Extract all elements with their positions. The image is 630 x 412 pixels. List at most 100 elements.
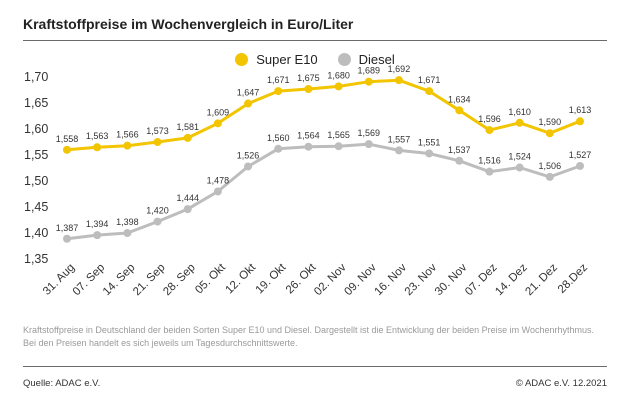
data-label-1: 1,527 xyxy=(569,150,592,160)
data-point-0 xyxy=(274,87,283,96)
data-point-1 xyxy=(153,217,162,226)
data-label-1: 1,560 xyxy=(267,133,290,143)
data-label-1: 1,564 xyxy=(297,131,320,141)
data-point-1 xyxy=(304,142,313,151)
data-point-0 xyxy=(576,117,584,126)
data-point-1 xyxy=(123,229,132,238)
data-label-0: 1,590 xyxy=(539,117,562,127)
data-label-1: 1,506 xyxy=(539,161,562,171)
x-tick-label: 07. Dez xyxy=(463,261,500,298)
data-point-0 xyxy=(93,143,102,152)
y-tick-label: 1,60 xyxy=(24,122,48,136)
data-point-0 xyxy=(394,76,403,85)
data-label-0: 1,566 xyxy=(116,130,139,140)
data-label-1: 1,526 xyxy=(237,150,260,160)
x-tick-label: 28.Dez xyxy=(556,261,590,295)
data-point-0 xyxy=(425,87,434,96)
data-point-1 xyxy=(63,234,71,243)
data-point-1 xyxy=(425,149,434,158)
data-label-1: 1,387 xyxy=(56,223,79,233)
data-point-0 xyxy=(364,77,373,86)
data-point-0 xyxy=(244,99,253,108)
chart-footnote: Kraftstoffpreise in Deutschland der beid… xyxy=(23,325,594,348)
legend-swatch-diesel xyxy=(337,53,351,66)
data-label-0: 1,558 xyxy=(56,134,79,144)
data-point-1 xyxy=(455,156,464,165)
data-point-1 xyxy=(485,167,494,176)
data-label-1: 1,478 xyxy=(207,175,230,185)
data-label-0: 1,634 xyxy=(448,94,471,104)
legend-label-super-e10: Super E10 xyxy=(256,52,318,67)
data-point-1 xyxy=(515,163,524,172)
data-point-1 xyxy=(183,205,192,214)
data-label-0: 1,573 xyxy=(146,126,169,136)
source-text: Quelle: ADAC e.V. xyxy=(23,378,101,389)
data-point-1 xyxy=(545,172,554,181)
data-label-0: 1,671 xyxy=(418,75,441,85)
x-tick-label: 02. Nov xyxy=(312,261,349,298)
data-point-1 xyxy=(93,231,102,240)
x-tick-label: 19. Okt xyxy=(254,261,289,296)
legend: Super E10 Diesel xyxy=(0,52,630,67)
data-label-0: 1,581 xyxy=(176,122,199,132)
data-label-0: 1,647 xyxy=(237,88,260,98)
copyright-text: © ADAC e.V. 12.2021 xyxy=(515,378,607,389)
data-label-0: 1,675 xyxy=(297,73,320,83)
data-point-1 xyxy=(334,142,343,151)
data-label-1: 1,516 xyxy=(478,156,501,166)
data-point-0 xyxy=(304,85,313,93)
data-label-0: 1,596 xyxy=(478,114,501,124)
data-label-1: 1,565 xyxy=(327,130,350,140)
data-point-1 xyxy=(244,162,253,171)
data-point-0 xyxy=(485,126,494,135)
data-label-1: 1,444 xyxy=(176,193,199,203)
data-point-0 xyxy=(545,129,554,138)
data-point-1 xyxy=(274,144,283,153)
x-tick-label: 09. Nov xyxy=(342,261,379,298)
data-point-0 xyxy=(213,119,222,128)
y-tick-label: 1,50 xyxy=(24,174,48,188)
legend-item-super-e10: Super E10 xyxy=(235,52,318,67)
chart-title: Kraftstoffpreise im Wochenvergleich in E… xyxy=(23,16,354,32)
series-line-0 xyxy=(66,78,581,152)
data-point-1 xyxy=(364,140,373,149)
x-tick-label: 30. Nov xyxy=(433,261,470,298)
data-label-1: 1,557 xyxy=(388,134,411,144)
data-point-0 xyxy=(334,82,343,91)
x-tick-label: 21. Sep xyxy=(131,262,168,299)
data-label-0: 1,563 xyxy=(86,131,109,141)
series-line-1 xyxy=(66,142,581,241)
data-label-0: 1,610 xyxy=(508,107,531,117)
data-point-1 xyxy=(213,187,222,196)
data-point-0 xyxy=(153,138,162,147)
data-point-0 xyxy=(455,106,464,115)
x-tick-label: 07. Sep xyxy=(71,262,108,299)
y-tick-label: 1,55 xyxy=(24,148,48,162)
data-point-1 xyxy=(394,146,403,155)
legend-label-diesel: Diesel xyxy=(358,52,395,67)
x-tick-label: 05. Okt xyxy=(193,261,228,296)
x-tick-label: 14. Sep xyxy=(101,262,138,299)
x-tick-label: 23. Nov xyxy=(403,261,440,298)
x-tick-label: 14. Dez xyxy=(493,261,530,298)
top-rule xyxy=(23,40,607,41)
y-tick-label: 1,40 xyxy=(24,226,48,240)
legend-item-diesel: Diesel xyxy=(337,52,395,67)
x-tick-label: 31. Aug xyxy=(41,262,77,298)
data-label-1: 1,569 xyxy=(357,128,380,138)
data-label-1: 1,551 xyxy=(418,137,441,147)
x-tick-label: 12. Okt xyxy=(223,261,258,296)
data-label-0: 1,671 xyxy=(267,75,290,85)
data-label-0: 1,613 xyxy=(569,105,592,115)
data-point-0 xyxy=(183,133,192,142)
x-tick-label: 28. Sep xyxy=(161,262,198,299)
x-tick-label: 21. Dez xyxy=(523,261,560,298)
data-label-1: 1,394 xyxy=(86,219,109,229)
y-tick-label: 1,45 xyxy=(24,200,48,214)
data-label-1: 1,420 xyxy=(146,206,169,216)
legend-swatch-super-e10 xyxy=(235,53,249,66)
data-point-0 xyxy=(63,145,71,154)
data-point-1 xyxy=(576,161,584,170)
y-tick-label: 1,35 xyxy=(24,252,48,266)
